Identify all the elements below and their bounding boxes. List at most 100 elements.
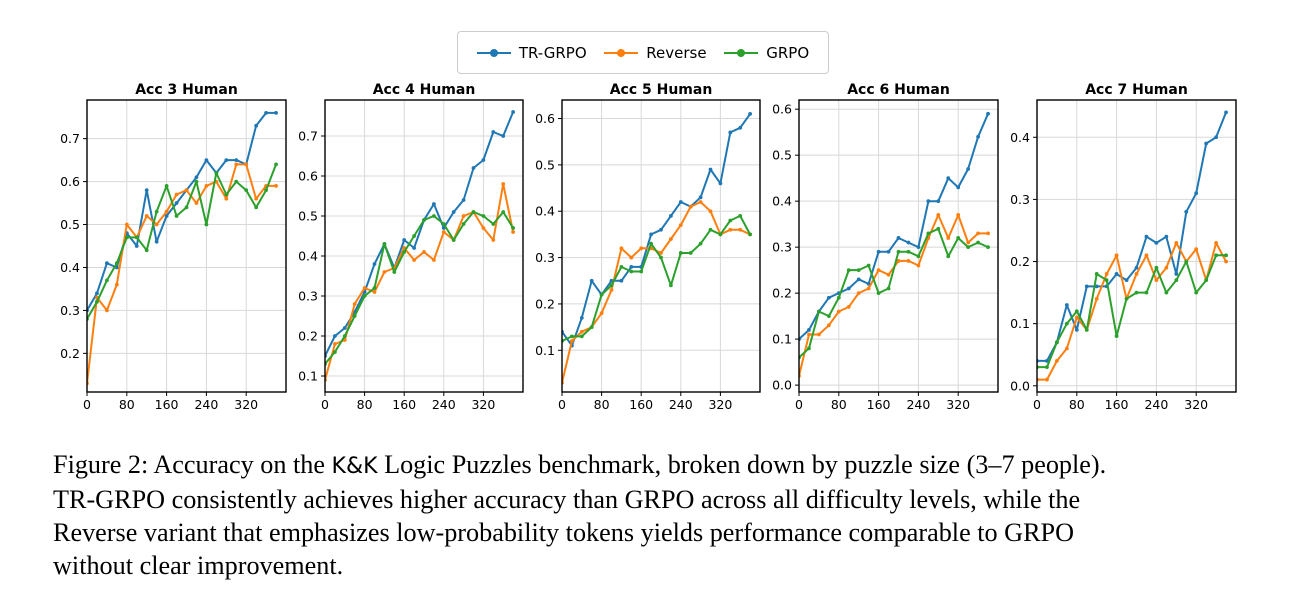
- legend-label: GRPO: [766, 43, 810, 62]
- data-point-grpo: [1074, 309, 1079, 314]
- data-point-reverse: [856, 291, 861, 296]
- data-point-tr-grpo: [916, 245, 921, 250]
- caption-kk: K&K: [331, 454, 378, 479]
- data-point-tr-grpo: [204, 158, 209, 163]
- data-point-grpo: [1194, 290, 1199, 295]
- data-point-grpo: [194, 179, 199, 184]
- data-point-grpo: [1134, 290, 1139, 295]
- data-point-reverse: [916, 263, 921, 268]
- data-point-tr-grpo: [1184, 209, 1189, 214]
- data-point-grpo: [1144, 290, 1149, 295]
- data-point-reverse: [1144, 253, 1149, 258]
- x-tick-label: 240: [669, 397, 693, 412]
- y-tick-label: 0.6: [60, 174, 80, 189]
- subplots: 0 80 160 240 320 0.2 0.3 0.4 0.5 0.6 0.7 Acc 3 Huma…: [60, 82, 1237, 412]
- data-point-reverse: [738, 227, 743, 232]
- y-tick-label: 0.4: [772, 194, 792, 209]
- data-point-grpo: [609, 283, 614, 288]
- data-point-tr-grpo: [1174, 272, 1179, 276]
- x-tick-label: 0: [1033, 397, 1041, 412]
- data-point-reverse: [1194, 247, 1199, 252]
- data-point-grpo: [511, 226, 515, 230]
- data-point-grpo: [501, 210, 506, 214]
- data-point-tr-grpo: [164, 214, 169, 218]
- data-point-tr-grpo: [728, 130, 733, 135]
- data-point-tr-grpo: [738, 125, 743, 130]
- data-point-tr-grpo: [1064, 303, 1069, 307]
- series-group: [799, 111, 990, 378]
- series-line-grpo: [799, 227, 989, 359]
- data-point-reverse: [886, 272, 891, 277]
- data-point-grpo: [599, 292, 604, 297]
- data-point-tr-grpo: [144, 188, 149, 193]
- data-point-reverse: [1094, 296, 1099, 301]
- data-point-grpo: [432, 214, 436, 218]
- y-tick-label: 0.0: [1010, 378, 1030, 393]
- x-tick-label: 320: [708, 397, 732, 412]
- data-point-tr-grpo: [1204, 141, 1209, 146]
- data-point-reverse: [896, 259, 901, 263]
- data-point-reverse: [372, 290, 377, 294]
- x-tick-label: 240: [194, 397, 218, 412]
- x-tick-label: 80: [119, 397, 135, 412]
- axes-frame: [324, 99, 524, 393]
- y-tick-label: 0.5: [298, 209, 318, 224]
- data-point-tr-grpo: [629, 264, 634, 269]
- axes-frame: [561, 99, 761, 393]
- x-tick-label: 320: [946, 397, 970, 412]
- data-point-grpo: [204, 222, 209, 227]
- data-point-tr-grpo: [342, 326, 347, 330]
- data-point-tr-grpo: [619, 278, 624, 283]
- data-point-reverse: [678, 223, 683, 228]
- data-point-grpo: [926, 231, 931, 236]
- data-point-grpo: [856, 268, 861, 273]
- data-point-reverse: [164, 209, 169, 214]
- series-group: [325, 110, 515, 382]
- data-point-grpo: [412, 234, 416, 238]
- y-tick-label: 0.1: [1010, 316, 1030, 331]
- data-point-tr-grpo: [1114, 272, 1119, 276]
- data-point-grpo: [333, 350, 337, 354]
- data-point-grpo: [748, 232, 752, 237]
- data-point-reverse: [956, 213, 961, 217]
- y-tick-label: 0.2: [60, 346, 80, 361]
- figure-caption: Figure 2: Accuracy on the K&K Logic Puzz…: [53, 448, 1253, 582]
- data-point-grpo: [846, 268, 851, 273]
- series-group: [1037, 110, 1228, 382]
- data-point-grpo: [659, 255, 663, 260]
- data-point-tr-grpo: [511, 110, 515, 114]
- data-point-tr-grpo: [966, 167, 971, 171]
- x-tick-label: 0: [321, 397, 329, 412]
- data-point-tr-grpo: [481, 158, 486, 162]
- data-point-grpo: [1174, 278, 1179, 283]
- data-point-reverse: [461, 214, 466, 218]
- y-tick-label: 0.7: [60, 131, 80, 146]
- data-point-grpo: [1084, 327, 1089, 332]
- data-point-reverse: [124, 222, 129, 227]
- x-tick-label: 160: [1105, 397, 1129, 412]
- data-point-tr-grpo: [708, 167, 713, 172]
- data-point-reverse: [986, 231, 990, 236]
- data-point-grpo: [342, 334, 347, 338]
- data-point-grpo: [214, 171, 219, 175]
- data-point-reverse: [846, 305, 851, 309]
- y-tick-label: 0.1: [772, 332, 792, 347]
- data-point-grpo: [372, 286, 377, 290]
- data-point-reverse: [619, 246, 624, 251]
- data-point-grpo: [254, 205, 259, 210]
- data-point-grpo: [1184, 259, 1189, 264]
- series-line-tr-grpo: [325, 111, 515, 357]
- y-tick-label: 0.2: [772, 286, 792, 301]
- data-point-grpo: [698, 241, 703, 246]
- data-point-reverse: [728, 227, 733, 232]
- data-point-reverse: [1134, 272, 1139, 276]
- x-tick-label: 320: [471, 397, 495, 412]
- subplot-title: Acc 6 Human: [847, 82, 950, 98]
- data-point-reverse: [609, 288, 614, 292]
- data-point-grpo: [1094, 272, 1099, 276]
- data-point-reverse: [333, 342, 337, 346]
- data-point-tr-grpo: [1094, 284, 1099, 289]
- data-point-reverse: [966, 240, 971, 245]
- data-point-grpo: [1114, 334, 1119, 338]
- data-point-reverse: [491, 238, 496, 242]
